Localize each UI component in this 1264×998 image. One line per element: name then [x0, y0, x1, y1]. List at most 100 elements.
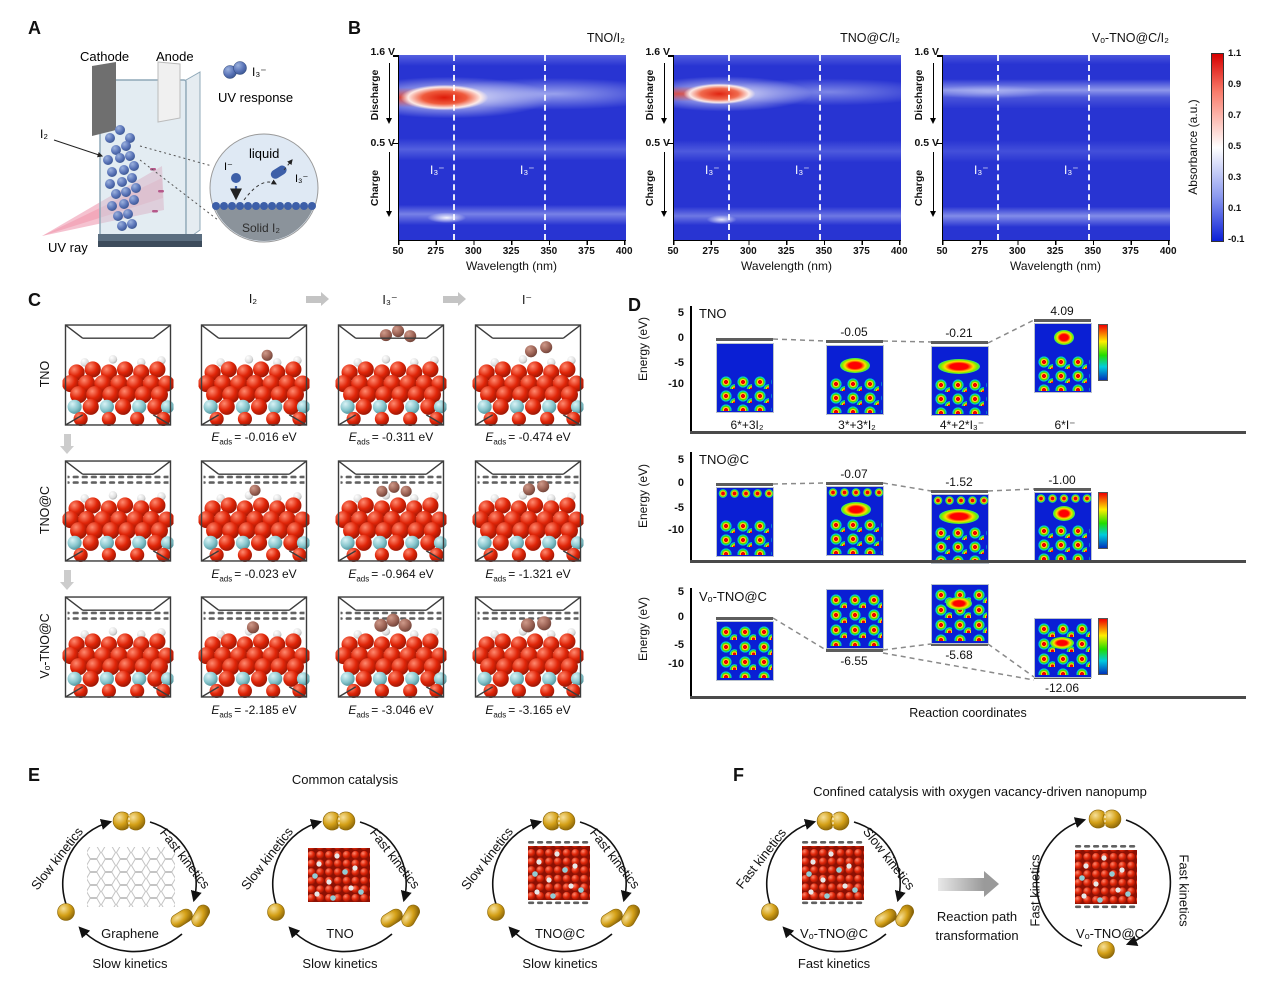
- plot-title: TNO@C/I₂: [840, 31, 900, 45]
- colorbar-tick: 1.1: [1228, 48, 1242, 59]
- x-ticks: [942, 240, 1170, 245]
- catalysis-cycle-tnoc: Slow kinetics Fast kinetics Slow kinetic…: [458, 800, 650, 975]
- kinetics-label: Fast kinetics: [797, 956, 871, 971]
- charge-density-image: [1034, 492, 1092, 562]
- inset-connectors: [139, 145, 219, 221]
- eads-symbol: E: [348, 430, 357, 444]
- y-axis-label: Energy (eV): [636, 316, 650, 382]
- panel-e-title: Common catalysis: [291, 772, 399, 787]
- eads-number: = -0.023 eV: [234, 567, 297, 581]
- ytick: -5: [674, 357, 684, 369]
- panel-a-label: A: [28, 18, 41, 38]
- catalysis-cycle-graphene: Slow kinetics Fast kinetics Slow kinetic…: [28, 800, 220, 975]
- transformation-arrow-icon: [938, 871, 999, 897]
- structure-tnoc-bare: [62, 458, 174, 564]
- ytick: -10: [668, 524, 684, 536]
- i-ion-icon: [266, 902, 286, 922]
- panel-d-label: D: [628, 295, 641, 315]
- cycle-name: Vₒ-TNO@C: [800, 926, 868, 941]
- xtick: 325: [1046, 246, 1064, 257]
- energy-level: [826, 649, 883, 652]
- ytick: 5: [677, 586, 684, 598]
- eads-subscript: ads: [493, 710, 507, 720]
- kinetics-label: Slow kinetics: [92, 956, 168, 971]
- energy-value: -0.21: [945, 326, 973, 340]
- xtick: 375: [1122, 246, 1139, 257]
- solution-specks: [150, 168, 164, 213]
- xtick: 50: [392, 246, 404, 257]
- eads-subscript: ads: [356, 710, 370, 720]
- eads-subscript: ads: [219, 574, 233, 584]
- xtick: 325: [502, 246, 520, 257]
- cycle-name: Graphene: [101, 926, 159, 941]
- structure-vo-tnoc-i3: [335, 594, 447, 700]
- heatmap-canvas: I₃⁻ I₃⁻: [393, 55, 626, 241]
- energy-value: -1.52: [945, 475, 973, 489]
- eads-number: = -3.165 eV: [508, 703, 571, 717]
- graphene-lattice: [87, 847, 175, 907]
- eads-number: = -3.046 eV: [371, 703, 434, 717]
- i-ion-icon: [1096, 940, 1116, 960]
- discharge-label: Discharge: [913, 69, 925, 121]
- uvvis-heatmap-tnoc: TNO@C/I₂ 1.6 V Discharge 0.5 V Charge I₃…: [620, 18, 910, 286]
- eads-value: Eads = -1.321 eV: [470, 567, 586, 583]
- charge-density-image: [826, 589, 884, 649]
- y-axis-label: Energy (eV): [636, 596, 650, 662]
- xtick: 300: [740, 246, 757, 257]
- colorbar-tick: 0.1: [1228, 203, 1242, 214]
- uv-ray-label: UV ray: [48, 240, 88, 255]
- eads-subscript: ads: [219, 710, 233, 720]
- eads-number: = -0.311 eV: [371, 430, 434, 444]
- cathode-label: Cathode: [80, 49, 129, 64]
- plot-title: TNO/I₂: [586, 31, 625, 45]
- kinetics-label: Slow kinetics: [522, 956, 598, 971]
- guide-285nm: [997, 55, 999, 240]
- xtick: 50: [667, 246, 679, 257]
- cell-schematic: Cathode Anode I₂ UV ray I₃⁻ UV response …: [40, 49, 319, 255]
- i3-annotation: I₃⁻: [1064, 163, 1079, 177]
- ytick-top: 1.6 V: [370, 46, 395, 58]
- x-axis-label: Wavelength (nm): [1010, 259, 1101, 273]
- xtick: 400: [1159, 246, 1177, 257]
- x-ticks: [398, 240, 626, 245]
- i3-annotation: I₃⁻: [795, 163, 810, 177]
- uv-response-label: UV response: [218, 90, 293, 105]
- vo-tnoc-crystal: [1074, 844, 1138, 910]
- cycle-arrows: [1035, 817, 1172, 947]
- eads-number: = -0.964 eV: [371, 567, 434, 581]
- plot-title: Vₒ-TNO@C/I₂: [1091, 31, 1169, 45]
- triiodide-ion: [270, 165, 287, 179]
- row-label-tno: TNO: [38, 360, 52, 388]
- eads-symbol: E: [348, 703, 357, 717]
- ytick: 0: [677, 611, 684, 623]
- step-label: 4*+2*I₃⁻: [939, 418, 985, 432]
- eads-subscript: ads: [493, 574, 507, 584]
- eads-value: Eads = -0.023 eV: [196, 567, 312, 583]
- energy-value: -1.00: [1048, 473, 1076, 487]
- i-minus-label: I⁻: [224, 161, 233, 173]
- xtick: 275: [702, 246, 720, 257]
- i3-annotation: I₃⁻: [430, 163, 445, 177]
- charge-arrow: [660, 152, 667, 217]
- kinetics-label: Fast kinetics: [1176, 854, 1192, 927]
- structure-vo-tnoc-i: [472, 594, 584, 700]
- structure-tnoc-i: [472, 458, 584, 564]
- uvvis-heatmap-vo-tnoc: Vₒ-TNO@C/I₂ 1.6 V Discharge 0.5 V Charge…: [889, 18, 1179, 286]
- charge-density-image: [1034, 323, 1092, 393]
- row-label-vo-tnoc: Vₒ-TNO@C: [38, 613, 52, 679]
- step-label: 6*+3I₂: [730, 418, 764, 432]
- anode-label: Anode: [156, 49, 194, 64]
- x-axis-label: Wavelength (nm): [466, 259, 557, 273]
- i3-legend-icon: [223, 61, 247, 79]
- uvvis-heatmap-tno: TNO/I₂ 1.6 V Discharge 0.5 V Charge I₃⁻ …: [345, 18, 635, 286]
- eads-number: = -1.321 eV: [508, 567, 571, 581]
- eads-subscript: ads: [356, 437, 370, 447]
- structure-tno-bare: [62, 322, 174, 428]
- catalysis-cycle-vo-tnoc-before: Fast kinetics Slow kinetics Fast kinetic…: [733, 800, 924, 975]
- energy-value: -0.05: [840, 325, 868, 339]
- i3-annotation: I₃⁻: [705, 163, 720, 177]
- discharge-arrow: [385, 63, 392, 124]
- ytick-mid: 0.5 V: [370, 137, 395, 149]
- kinetics-label: Slow kinetics: [302, 956, 378, 971]
- charge-density-image: [716, 343, 774, 413]
